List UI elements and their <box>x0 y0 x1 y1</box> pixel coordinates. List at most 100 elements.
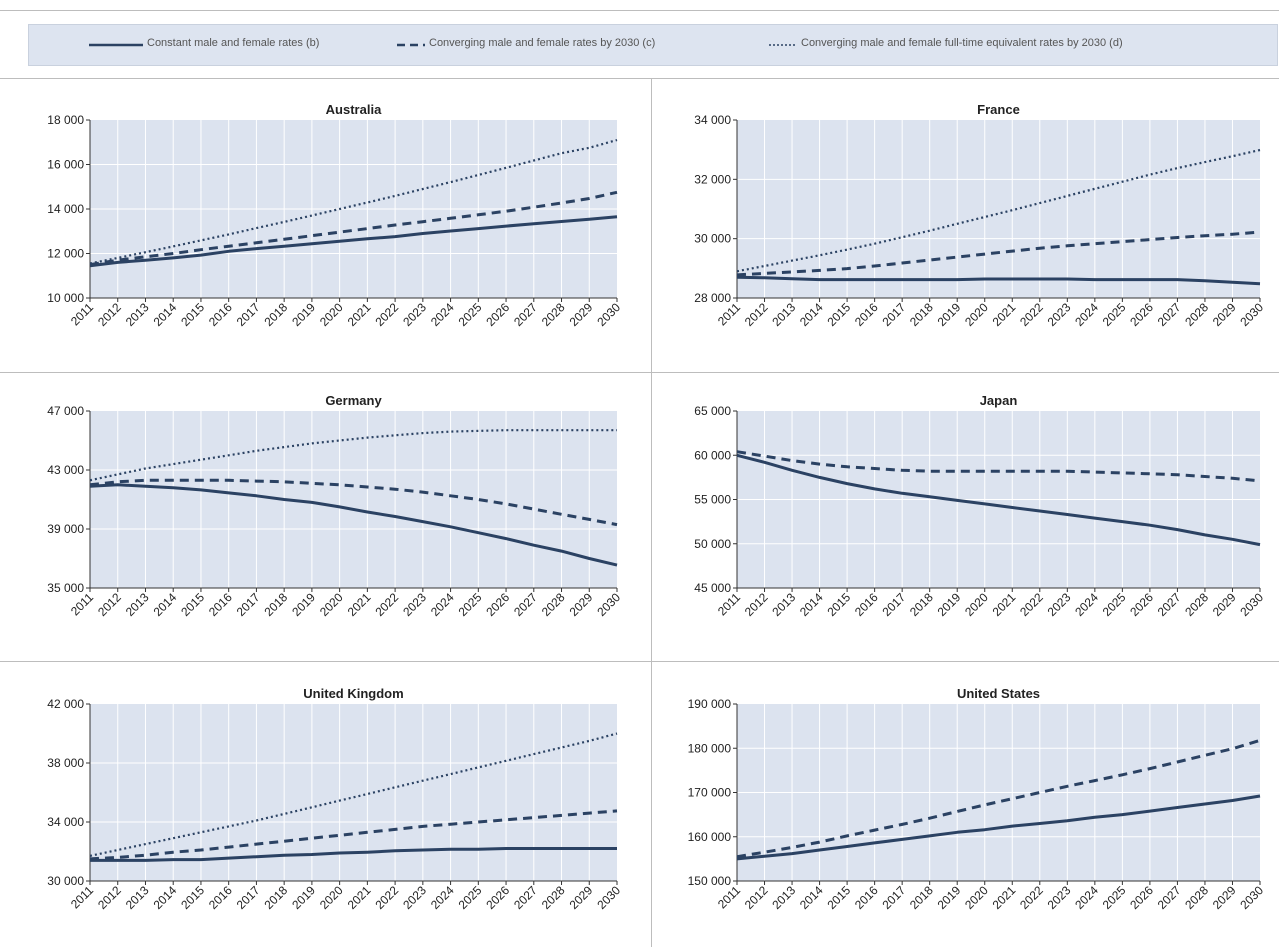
x-tick-label: 2029 <box>567 883 596 912</box>
x-tick-label: 2022 <box>1017 590 1046 619</box>
legend-label-dashed: Converging male and female rates by 2030… <box>429 37 656 49</box>
series-line-dashed <box>89 190 618 267</box>
x-tick-label: 2020 <box>962 590 991 619</box>
x-tick-label: 2028 <box>1182 883 1211 912</box>
x-tick-label: 2016 <box>206 300 235 329</box>
chart-title: Australia <box>326 102 382 117</box>
x-tick-label: 2013 <box>769 590 798 619</box>
x-tick-label: 2013 <box>123 883 152 912</box>
y-tick-label: 55 000 <box>694 493 731 507</box>
x-tick-label: 2029 <box>1210 590 1239 619</box>
x-tick-label: 2015 <box>824 883 853 912</box>
x-tick-label: 2018 <box>907 590 936 619</box>
legend-label-solid: Constant male and female rates (b) <box>147 37 320 49</box>
x-tick-label: 2030 <box>1237 590 1266 619</box>
x-tick-label: 2017 <box>879 590 908 619</box>
x-tick-label: 2016 <box>852 300 881 329</box>
y-tick-label: 16 000 <box>47 158 84 172</box>
y-tick-label: 35 000 <box>47 581 84 595</box>
x-tick-label: 2022 <box>372 590 401 619</box>
x-tick-label: 2026 <box>483 300 512 329</box>
plot-area <box>90 704 617 881</box>
x-tick-label: 2027 <box>511 883 540 912</box>
chart-title: Japan <box>980 393 1018 408</box>
series-line-dashed <box>736 230 1261 277</box>
x-tick-label: 2030 <box>1237 883 1266 912</box>
x-tick-label: 2024 <box>428 300 457 329</box>
x-tick-label: 2014 <box>151 300 180 329</box>
legend: Constant male and female rates (b) Conve… <box>28 24 1278 66</box>
series-line-dashed <box>89 809 618 861</box>
x-tick-label: 2019 <box>289 300 318 329</box>
chart-title: France <box>977 102 1020 117</box>
column-rule <box>651 79 652 947</box>
y-tick-label: 42 000 <box>47 697 84 711</box>
chart-title: United Kingdom <box>303 686 403 701</box>
x-tick-label: 2025 <box>1100 590 1129 619</box>
x-tick-label: 2020 <box>317 300 346 329</box>
y-tick-label: 65 000 <box>694 404 731 418</box>
x-tick-label: 2022 <box>372 300 401 329</box>
x-tick-label: 2025 <box>1100 300 1129 329</box>
x-tick-label: 2015 <box>824 300 853 329</box>
x-tick-label: 2014 <box>797 883 826 912</box>
legend-swatch-dotted <box>769 44 797 46</box>
x-tick-label: 2023 <box>1045 300 1074 329</box>
x-tick-label: 2023 <box>1045 590 1074 619</box>
x-tick-label: 2016 <box>206 883 235 912</box>
legend-rule <box>0 78 1279 79</box>
y-tick-label: 14 000 <box>47 202 84 216</box>
x-tick-label: 2030 <box>594 300 623 329</box>
x-tick-label: 2015 <box>178 300 207 329</box>
x-tick-label: 2015 <box>824 590 853 619</box>
series-line-dotted <box>89 138 618 265</box>
plot-area <box>90 411 617 588</box>
y-tick-label: 50 000 <box>694 537 731 551</box>
y-tick-label: 45 000 <box>694 581 731 595</box>
y-tick-label: 43 000 <box>47 463 84 477</box>
x-tick-label: 2028 <box>539 300 568 329</box>
x-tick-label: 2030 <box>594 883 623 912</box>
x-tick-label: 2017 <box>234 590 263 619</box>
x-tick-label: 2027 <box>511 590 540 619</box>
series-line-solid <box>90 847 617 862</box>
x-tick-label: 2014 <box>151 590 180 619</box>
x-tick-label: 2023 <box>400 883 429 912</box>
x-tick-label: 2023 <box>400 590 429 619</box>
x-tick-label: 2025 <box>456 300 485 329</box>
legend-swatch-dashed <box>397 43 425 47</box>
x-tick-label: 2024 <box>428 883 457 912</box>
x-tick-label: 2028 <box>1182 300 1211 329</box>
x-tick-label: 2022 <box>1017 883 1046 912</box>
series-line-dotted <box>89 732 618 857</box>
x-tick-label: 2017 <box>234 300 263 329</box>
series-line-dotted <box>89 429 617 482</box>
x-tick-label: 2014 <box>797 590 826 619</box>
x-tick-label: 2015 <box>178 590 207 619</box>
x-tick-label: 2013 <box>123 590 152 619</box>
x-tick-label: 2030 <box>1237 300 1266 329</box>
y-tick-label: 60 000 <box>694 448 731 462</box>
series-line-solid <box>736 275 1261 286</box>
x-tick-label: 2020 <box>317 590 346 619</box>
x-tick-label: 2013 <box>769 300 798 329</box>
x-tick-label: 2021 <box>345 300 374 329</box>
legend-label-dotted: Converging male and female full-time equ… <box>801 37 1123 49</box>
y-tick-label: 18 000 <box>47 113 84 127</box>
x-tick-label: 2027 <box>1155 590 1184 619</box>
legend-swatch-solid <box>89 43 143 47</box>
y-tick-label: 28 000 <box>694 291 731 305</box>
y-tick-label: 150 000 <box>688 874 732 888</box>
x-tick-label: 2018 <box>907 300 936 329</box>
row2-rule <box>0 661 1279 662</box>
series-line-dashed <box>736 450 1261 483</box>
x-tick-label: 2027 <box>511 300 540 329</box>
x-tick-label: 2012 <box>742 300 771 329</box>
x-tick-label: 2028 <box>539 590 568 619</box>
x-tick-label: 2013 <box>123 300 152 329</box>
